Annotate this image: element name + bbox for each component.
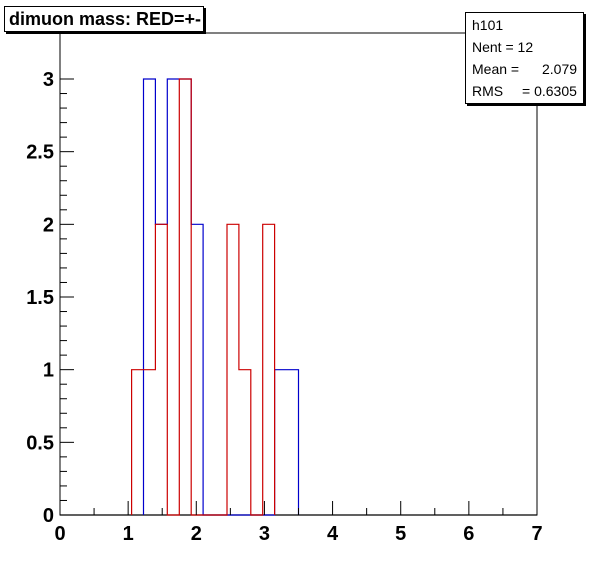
- series-0-bin-3: [179, 79, 191, 515]
- x-tick-label-2: 2: [191, 523, 202, 545]
- x-tick-label-0: 0: [54, 523, 65, 545]
- y-tick-label-1.5: 1.5: [26, 287, 54, 309]
- series-1: [131, 78, 276, 516]
- x-tick-label-5: 5: [395, 523, 406, 545]
- series-1-outline: [131, 78, 276, 516]
- series-1-bin-2: [179, 79, 191, 515]
- stats-mean-value: 2.079: [542, 61, 578, 77]
- y-tick-label-1: 1: [43, 360, 54, 382]
- series-1-bin-3: [227, 224, 239, 515]
- y-tick-label-2: 2: [43, 214, 54, 236]
- stats-box: h101 Nent = 12 Mean = 2.079 RMS = 0.6305: [465, 12, 584, 104]
- y-tick-label-2.5: 2.5: [26, 142, 54, 164]
- series-1-bin-1: [155, 224, 167, 515]
- series-layer: [131, 78, 300, 516]
- stats-rms-value: = 0.6305: [522, 83, 577, 99]
- y-tick-label-0.5: 0.5: [26, 432, 54, 454]
- x-tick-label-7: 7: [531, 523, 542, 545]
- series-1-bin-4: [239, 370, 251, 515]
- x-tick-label-4: 4: [327, 523, 339, 545]
- tick-labels: 0 1 2 3 4 5 6 7 0 0.5 1 1.5 2 2.5 3: [26, 69, 542, 545]
- stats-rms-row: RMS = 0.6305: [472, 81, 577, 101]
- tick-marks: [59, 78, 538, 516]
- y-tick-label-0: 0: [43, 505, 54, 527]
- x-tick-label-1: 1: [123, 523, 134, 545]
- y-tick-label-3: 3: [43, 69, 54, 91]
- series-0-bin-5: [275, 370, 299, 515]
- series-1-bin-5: [263, 224, 275, 515]
- x-tick-label-3: 3: [259, 523, 270, 545]
- chart-title-box: dimuon mass: RED=+-: [4, 6, 204, 32]
- series-0-bin-2: [167, 79, 179, 515]
- stats-rms-label: RMS: [472, 83, 504, 99]
- x-tick-label-6: 6: [463, 523, 474, 545]
- stats-mean-label: Mean =: [472, 61, 520, 77]
- stats-name: h101: [472, 17, 504, 33]
- series-0-bin-1: [155, 224, 167, 515]
- stats-mean-row: Mean = 2.079: [472, 59, 577, 79]
- chart-title: dimuon mass: RED=+-: [9, 9, 202, 29]
- series-0-bin-4: [191, 224, 203, 515]
- series-0-bin-0: [143, 79, 155, 515]
- stats-entries: Nent = 12: [472, 39, 534, 55]
